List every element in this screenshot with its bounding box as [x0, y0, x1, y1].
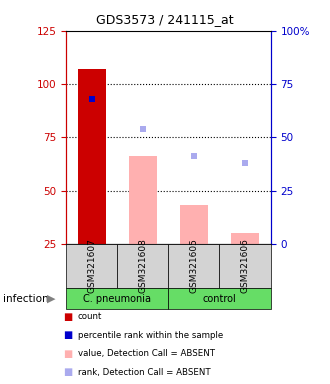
- Text: ■: ■: [63, 349, 72, 359]
- Text: ■: ■: [63, 367, 72, 377]
- Bar: [231, 233, 259, 244]
- Text: value, Detection Call = ABSENT: value, Detection Call = ABSENT: [78, 349, 214, 358]
- Text: count: count: [78, 312, 102, 321]
- Text: ■: ■: [63, 312, 72, 322]
- Text: GSM321606: GSM321606: [241, 238, 249, 293]
- Text: GDS3573 / 241115_at: GDS3573 / 241115_at: [96, 13, 234, 26]
- Text: infection: infection: [3, 293, 49, 304]
- Text: ■: ■: [63, 330, 72, 340]
- Text: rank, Detection Call = ABSENT: rank, Detection Call = ABSENT: [78, 367, 210, 377]
- Text: ▶: ▶: [47, 293, 55, 304]
- Bar: [78, 69, 106, 244]
- Text: GSM321608: GSM321608: [138, 238, 147, 293]
- Text: GSM321605: GSM321605: [189, 238, 198, 293]
- Text: GSM321607: GSM321607: [87, 238, 96, 293]
- Bar: [180, 205, 208, 244]
- Text: C. pneumonia: C. pneumonia: [83, 293, 151, 304]
- Bar: [129, 156, 157, 244]
- Text: control: control: [203, 293, 236, 304]
- Text: percentile rank within the sample: percentile rank within the sample: [78, 331, 223, 340]
